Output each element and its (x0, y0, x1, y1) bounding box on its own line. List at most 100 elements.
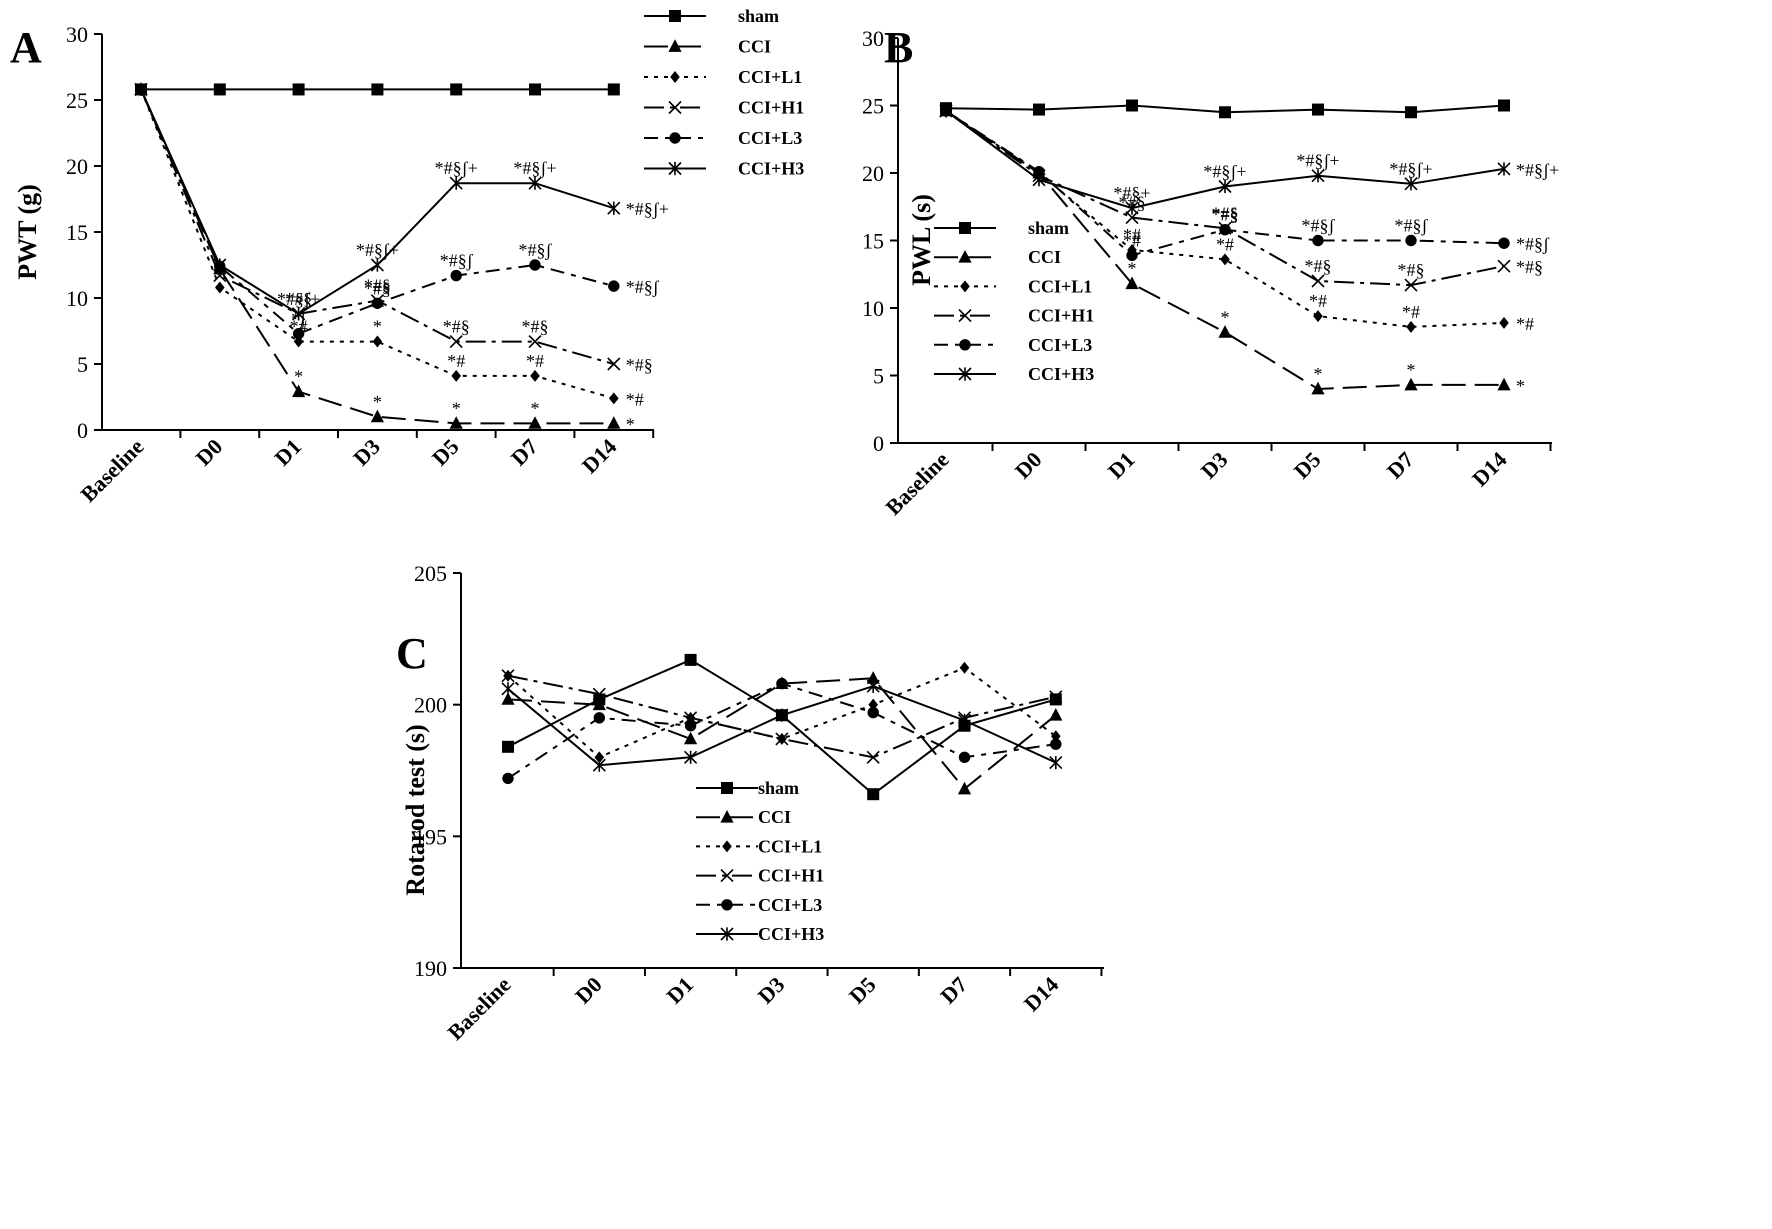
panel-a-legend: sham CCI CCI+L1 CCI+H1 CCI+L3 CCI+H3 (644, 6, 804, 179)
panel-c-x-ticks: Baseline D0 D1 D3 D5 D7 D14 (443, 968, 1103, 1045)
panel-c-legend-marker (721, 899, 733, 911)
panel-a-x-tick-label: D14 (577, 434, 621, 478)
panel-b-legend-marker (958, 367, 972, 381)
panel-c-legend: sham CCI CCI+L1 CCI+H1 CCI+L3 CCI+H3 (696, 778, 824, 944)
panel-a-y-tick-label: 5 (77, 352, 88, 377)
panel-c-legend-label: CCI+L1 (758, 836, 822, 856)
panel-b-significance-label: * (1516, 376, 1525, 396)
panel-c-data-point (866, 679, 880, 693)
panel-a-y-axis-label: PWT (g) (13, 184, 42, 280)
panel-a-significance-label: *# (626, 389, 644, 409)
panel-a-data-point (607, 357, 621, 371)
panel-a-data-point (528, 334, 542, 349)
panel-a-significance-label: *# (290, 317, 308, 337)
panel-a-significance-label: *#§ʃ+ (277, 289, 320, 309)
panel-b-significance-label: *# (1123, 230, 1141, 250)
panel-a-x-ticks: Baseline D0 D1 D3 D5 D7 D14 (76, 430, 655, 507)
panel-a-significance-label: *#§ʃ (519, 240, 553, 260)
panel-a-data-point (213, 258, 227, 272)
panel-b-data-point (1126, 249, 1138, 262)
panel-b-y-tick-label: 25 (862, 94, 884, 119)
panel-c-legend-label: CCI (758, 807, 791, 827)
panel-b-data-point (1311, 274, 1325, 288)
panel-b-y-tick-label: 20 (862, 161, 884, 186)
panel-b-legend-label: CCI+H1 (1028, 306, 1094, 326)
panel-b-annotations: *** ***# *#*#*#*#*#§*#§*#§ *#§ *#§*#*#§*#§ʃ *… (1113, 151, 1559, 396)
panel-b-data-point (1033, 103, 1045, 116)
panel-c-y-tick-label: 200 (414, 693, 447, 718)
panel-b-significance-label: *#§ʃ (1302, 216, 1336, 236)
panel-a-data-point (371, 297, 384, 309)
panel-a-significance-label: * (294, 367, 303, 387)
panel-a-annotations: ** * ***# **# *#*#*#§*#§*#§ *#§*#§*ʃ*#§*#§ʃ*#… (277, 158, 669, 434)
panel-c-data-point (867, 788, 880, 801)
panel-b-significance-label: *#§ʃ (1395, 216, 1429, 236)
panel-b-y-ticks: 0 5 10 15 20 25 30 (862, 26, 898, 456)
panel-c-data-point (775, 708, 789, 722)
panel-a-significance-label: *#§ (522, 317, 549, 337)
panel-c-data-point (502, 772, 514, 785)
panel-a-data-point (607, 416, 621, 429)
panel-a-data-point (608, 280, 620, 292)
panel-b-data-point (1313, 310, 1323, 323)
panel-a-data-point (292, 384, 306, 398)
panel-a-significance-label: *#§ (626, 355, 653, 375)
panel-a-legend-label: CCI+L1 (738, 67, 802, 87)
panel-a-axes (101, 34, 654, 431)
panel-c-axes (460, 573, 1104, 969)
panel-a-y-tick-label: 10 (66, 286, 88, 311)
panel-b-significance-label: *# (1123, 225, 1141, 245)
panel-a-significance-label: * (373, 317, 382, 337)
panel-b-data-point (1404, 278, 1418, 292)
panel-a-data-point (449, 334, 463, 349)
panel-b-x-ticks: Baseline D0 D1 D3 D5 D7 D14 (881, 443, 1552, 520)
panel-c-data-point (1049, 693, 1062, 706)
panel-b-y-tick-label: 0 (873, 431, 884, 456)
panel-b-data-point (1126, 99, 1138, 112)
panel-c-data-point (684, 750, 698, 764)
panel-b-data-point (1311, 381, 1325, 395)
panel-c-legend-marker (722, 840, 732, 853)
panel-a-x-tick-label: D3 (348, 434, 385, 471)
panel-a-data-point (449, 176, 463, 190)
panel-a-legend-label: CCI (738, 37, 771, 57)
panel-c-data-point (866, 671, 880, 684)
panel-a-legend-label: CCI+H3 (738, 159, 804, 179)
panel-a-y-tick-label: 30 (66, 22, 88, 47)
panel-b-legend-marker (959, 339, 971, 351)
panel-b-series (939, 99, 1511, 395)
panel-b-y-tick-label: 10 (862, 296, 884, 321)
panel-c-data-point (501, 692, 515, 705)
panel-b-data-point (1219, 224, 1231, 236)
panel-b-data-point (1404, 377, 1418, 391)
panel-a: A PWT (g) 0 5 10 15 20 25 30 * * * * * *# * *# *# *# *#§… (10, 6, 804, 507)
panel-b-significance-label: *#§ʃ (1516, 234, 1550, 254)
panel-a-significance-label: *# (447, 351, 465, 371)
panel-c-legend-label: CCI+L3 (758, 895, 822, 915)
panel-c-data-point (1049, 690, 1063, 704)
panel-b-data-point (1220, 253, 1230, 266)
panel-c: C Rotarod test (s) 190 195 200 205 Baseline… (396, 561, 1104, 1045)
panel-c-data-point (957, 713, 972, 728)
panel-a-data-point (213, 268, 227, 283)
panel-b-data-point (939, 104, 953, 118)
panel-a-data-point (450, 83, 463, 96)
panel-a-legend-marker (668, 100, 682, 115)
panel-b-data-point (1312, 234, 1324, 247)
panel-c-data-point (867, 706, 879, 719)
panel-b-legend-marker (960, 280, 970, 293)
panel-b-significance-label: *#§ʃ+ (1203, 162, 1246, 182)
panel-a-legend-label: CCI+L3 (738, 128, 802, 148)
panel-c-data-point (684, 720, 697, 732)
panel-a-data-point (215, 281, 225, 294)
panel-c-data-point (501, 669, 515, 683)
panel-b-data-point (1312, 103, 1324, 116)
panel-b-significance-label: *# (1216, 234, 1234, 254)
panel-b-data-point (1218, 179, 1232, 194)
panel-a-y-tick-label: 0 (77, 418, 88, 443)
panel-b-significance-label: *#§ (1212, 203, 1239, 223)
panel-a-significance-label: *#§ʃ+ (626, 199, 669, 219)
panel-b-x-tick-label: D5 (1289, 447, 1326, 484)
panel-b-data-point (1498, 99, 1510, 112)
panel-a-x-tick-label: D5 (427, 434, 464, 471)
